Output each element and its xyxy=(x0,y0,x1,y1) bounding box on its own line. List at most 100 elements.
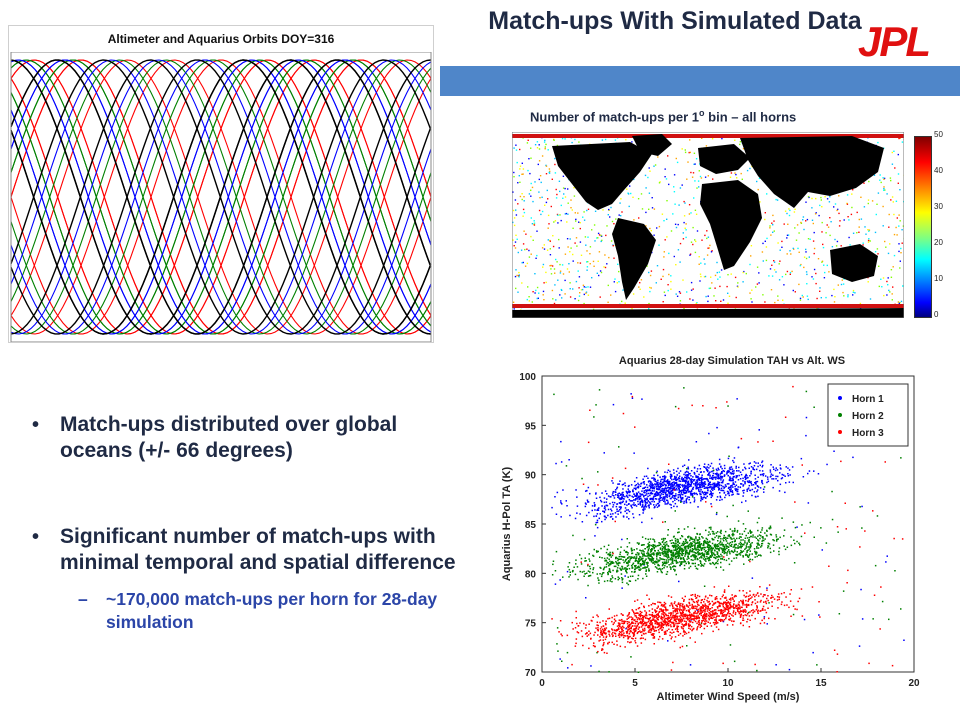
scatter-point-1 xyxy=(672,469,675,471)
scatter-point-2 xyxy=(646,561,649,564)
scatter-outlier-1 xyxy=(560,461,563,463)
scatter-outlier-1 xyxy=(556,491,559,494)
scatter-outlier-1 xyxy=(766,623,768,625)
scatter-point-2 xyxy=(674,548,677,550)
matchup-dot xyxy=(777,295,779,297)
scatter-outlier-2 xyxy=(894,570,896,572)
scatter-point-1 xyxy=(677,499,680,502)
scatter-point-1 xyxy=(712,478,714,480)
scatter-point-2 xyxy=(706,540,708,543)
orbit-track xyxy=(10,59,432,335)
matchup-dot xyxy=(564,213,566,215)
matchup-dot xyxy=(761,251,764,253)
matchup-dot xyxy=(719,276,721,278)
scatter-point-1 xyxy=(750,482,753,485)
scatter-point-2 xyxy=(672,544,674,547)
scatter-point-1 xyxy=(714,476,716,478)
scatter-point-1 xyxy=(651,482,653,485)
scatter-point-1 xyxy=(649,498,651,500)
scatter-point-1 xyxy=(624,484,627,487)
scatter-point-2 xyxy=(716,547,719,549)
scatter-point-3 xyxy=(608,630,610,632)
orbit-track xyxy=(10,59,432,335)
scatter-point-1 xyxy=(658,498,660,500)
scatter-point-1 xyxy=(591,505,594,507)
scatter-point-2 xyxy=(749,531,752,533)
matchup-dot xyxy=(901,141,904,143)
matchup-dot xyxy=(692,243,694,246)
scatter-point-2 xyxy=(677,552,679,554)
scatter-point-2 xyxy=(674,553,676,556)
scatter-point-3 xyxy=(735,605,737,607)
scatter-point-1 xyxy=(724,484,727,486)
matchup-dot xyxy=(566,238,569,240)
scatter-point-2 xyxy=(754,536,756,538)
scatter-point-2 xyxy=(587,575,590,577)
scatter-point-1 xyxy=(703,487,706,489)
scatter-point-1 xyxy=(784,475,786,477)
matchup-dot xyxy=(836,209,838,212)
matchup-dot xyxy=(565,212,568,215)
matchup-dot xyxy=(575,218,577,221)
scatter-point-1 xyxy=(630,484,633,486)
scatter-point-2 xyxy=(744,540,746,542)
scatter-point-1 xyxy=(654,486,656,488)
scatter-point-2 xyxy=(706,555,708,558)
matchup-dot xyxy=(891,151,893,154)
scatter-point-2 xyxy=(720,538,722,540)
scatter-point-1 xyxy=(688,473,690,475)
scatter-point-1 xyxy=(723,470,725,473)
scatter-point-2 xyxy=(800,535,803,538)
scatter-point-1 xyxy=(659,494,662,496)
matchup-dot xyxy=(559,214,561,216)
scatter-point-3 xyxy=(566,634,569,637)
scatter-point-2 xyxy=(748,536,751,539)
scatter-point-2 xyxy=(691,538,693,540)
scatter-point-2 xyxy=(683,543,685,546)
scatter-point-2 xyxy=(670,542,673,544)
matchup-dot xyxy=(842,291,844,294)
scatter-point-1 xyxy=(642,507,645,509)
matchup-dot xyxy=(643,296,645,298)
scatter-outlier-2 xyxy=(813,406,815,408)
scatter-point-3 xyxy=(575,638,578,640)
scatter-point-1 xyxy=(713,486,716,488)
scatter-point-2 xyxy=(661,538,663,540)
scatter-point-2 xyxy=(668,564,670,566)
scatter-point-1 xyxy=(671,485,674,488)
matchup-dot xyxy=(867,239,870,242)
scatter-point-1 xyxy=(642,504,644,506)
scatter-point-1 xyxy=(669,487,671,489)
matchup-dot xyxy=(587,261,589,263)
scatter-point-1 xyxy=(656,503,659,505)
scatter-point-2 xyxy=(751,558,754,561)
scatter-point-1 xyxy=(699,483,702,486)
scatter-point-1 xyxy=(676,484,678,486)
scatter-point-1 xyxy=(664,480,667,483)
matchup-dot xyxy=(833,288,835,291)
scatter-point-1 xyxy=(705,468,708,470)
scatter-point-2 xyxy=(744,528,747,530)
matchup-dot xyxy=(751,289,753,291)
matchup-dot xyxy=(544,204,546,206)
scatter-point-1 xyxy=(631,500,634,502)
scatter-point-2 xyxy=(685,539,687,541)
matchup-dot xyxy=(770,234,772,236)
scatter-point-1 xyxy=(724,467,726,470)
scatter-point-1 xyxy=(678,475,681,477)
matchup-dot xyxy=(562,175,565,177)
matchup-dot xyxy=(562,187,565,189)
scatter-point-2 xyxy=(706,552,709,554)
scatter-point-2 xyxy=(670,566,672,569)
matchup-dot xyxy=(555,299,557,301)
scatter-point-1 xyxy=(766,476,769,478)
scatter-point-2 xyxy=(710,551,713,553)
scatter-point-1 xyxy=(717,477,720,480)
scatter-point-2 xyxy=(709,559,711,561)
matchup-dot xyxy=(756,283,759,285)
scatter-point-2 xyxy=(777,538,779,540)
scatter-point-3 xyxy=(619,634,621,636)
scatter-point-1 xyxy=(690,492,693,495)
scatter-point-2 xyxy=(638,565,640,568)
matchup-dot xyxy=(736,285,739,287)
